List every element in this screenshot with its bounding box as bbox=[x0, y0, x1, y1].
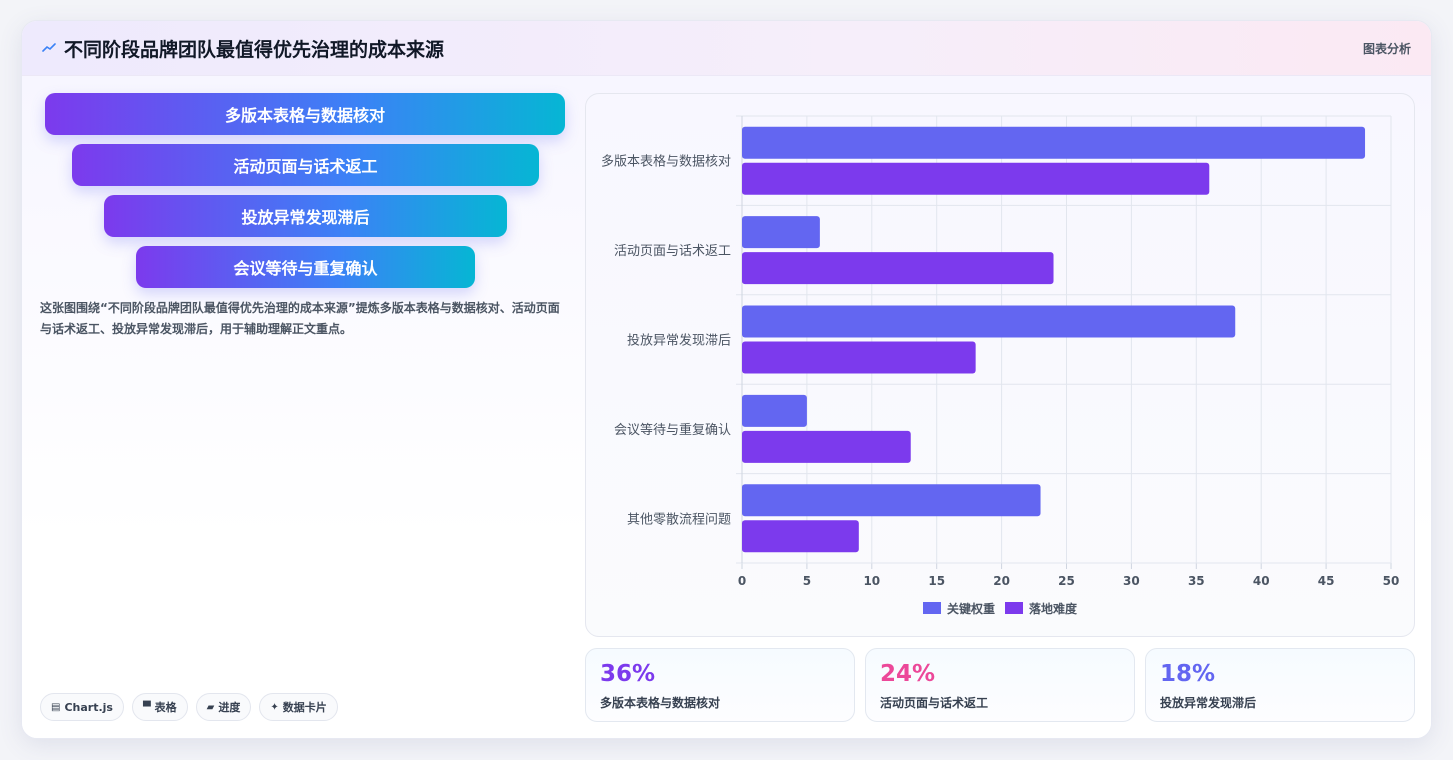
tag-data-cards[interactable]: ✦ 数据卡片 bbox=[259, 693, 338, 721]
y-category-label: 投放异常发现滞后 bbox=[627, 333, 731, 349]
bar-key-weight bbox=[742, 484, 1041, 517]
legend-label: 落地难度 bbox=[1029, 601, 1078, 616]
legend-label: 关键权重 bbox=[947, 601, 995, 616]
x-tick-label: 10 bbox=[863, 574, 880, 588]
x-tick-label: 40 bbox=[1253, 574, 1270, 588]
bar-chart: 0 5 10 15 20 25 30 35 40 45 50 多版本表格与数据核对活动页面与话术返工投… bbox=[601, 115, 1400, 616]
bar-difficulty bbox=[742, 162, 1210, 195]
bar-key-weight bbox=[742, 216, 820, 249]
tag-label: 数据卡片 bbox=[282, 701, 327, 714]
funnel-item-3: 投放异常发现滞后 bbox=[104, 195, 507, 237]
y-category-label: 多版本表格与数据核对 bbox=[601, 154, 731, 170]
bar-difficulty bbox=[742, 341, 976, 374]
tag-label: 表格 bbox=[154, 701, 177, 714]
funnel-item-2: 活动页面与话术返工 bbox=[72, 144, 539, 186]
trend-line-icon bbox=[42, 43, 56, 52]
bar-key-weight bbox=[742, 305, 1236, 338]
funnel-item-4: 会议等待与重复确认 bbox=[136, 246, 475, 288]
x-tick-label: 5 bbox=[803, 574, 811, 588]
legend-swatch bbox=[1005, 602, 1023, 614]
page-title: 不同阶段品牌团队最值得优先治理的成本来源 bbox=[64, 38, 445, 61]
tag-label: 进度 bbox=[218, 701, 241, 714]
stat-label: 活动页面与话术返工 bbox=[880, 696, 989, 710]
chart-description: 这张图围绕“不同阶段品牌团队最值得优先治理的成本来源”提炼多版本表格与数据核对、… bbox=[40, 301, 560, 336]
tag-progress[interactable]: ▰ 进度 bbox=[195, 693, 252, 721]
bar-key-weight bbox=[742, 394, 807, 427]
x-tick-label: 50 bbox=[1383, 574, 1400, 588]
x-tick-label: 25 bbox=[1058, 574, 1075, 588]
bar-difficulty bbox=[742, 430, 911, 463]
y-category-label: 其他零散流程问题 bbox=[627, 512, 731, 527]
table-icon: ▀ bbox=[142, 701, 151, 713]
tag-table[interactable]: ▀ 表格 bbox=[131, 693, 188, 721]
main-card: 不同阶段品牌团队最值得优先治理的成本来源 图表分析 多版本表格与数据核对 活动页… bbox=[21, 20, 1432, 739]
x-tick-label: 15 bbox=[928, 574, 945, 588]
x-tick-label: 0 bbox=[738, 574, 746, 588]
stat-card-3: 18% 投放异常发现滞后 bbox=[1145, 648, 1415, 722]
y-category-label: 会议等待与重复确认 bbox=[614, 422, 731, 438]
bar-key-weight bbox=[742, 126, 1366, 159]
tag-list: ▤ Chart.js ▀ 表格 ▰ 进度 ✦ 数据卡片 bbox=[40, 693, 338, 721]
x-tick-label: 45 bbox=[1318, 574, 1335, 588]
stat-card-2: 24% 活动页面与话术返工 bbox=[865, 648, 1135, 722]
x-tick-label: 30 bbox=[1123, 574, 1140, 588]
sparkle-icon: ✦ bbox=[270, 701, 279, 713]
chart-icon: ▤ bbox=[51, 701, 61, 713]
chart-analysis-label: 图表分析 bbox=[1362, 42, 1411, 56]
bar-difficulty bbox=[742, 252, 1054, 285]
funnel-item-1: 多版本表格与数据核对 bbox=[45, 93, 565, 135]
stat-value: 18% bbox=[1160, 661, 1216, 687]
stat-label: 多版本表格与数据核对 bbox=[600, 696, 721, 710]
stat-card-1: 36% 多版本表格与数据核对 bbox=[585, 648, 855, 722]
y-category-label: 活动页面与话术返工 bbox=[614, 244, 731, 259]
header: 不同阶段品牌团队最值得优先治理的成本来源 图表分析 bbox=[22, 21, 1431, 76]
stat-value: 36% bbox=[600, 661, 656, 687]
progress-icon: ▰ bbox=[206, 701, 215, 713]
chart-panel: 0 5 10 15 20 25 30 35 40 45 50 多版本表格与数据核对活动页面与话术返工投… bbox=[585, 93, 1415, 637]
tag-chartjs[interactable]: ▤ Chart.js bbox=[40, 693, 124, 721]
tag-label: Chart.js bbox=[64, 700, 113, 714]
stat-value: 24% bbox=[880, 661, 936, 687]
legend-swatch bbox=[923, 602, 941, 614]
bar-difficulty bbox=[742, 520, 859, 553]
stat-label: 投放异常发现滞后 bbox=[1160, 696, 1257, 710]
x-tick-label: 35 bbox=[1188, 574, 1205, 588]
x-tick-label: 20 bbox=[993, 574, 1010, 588]
